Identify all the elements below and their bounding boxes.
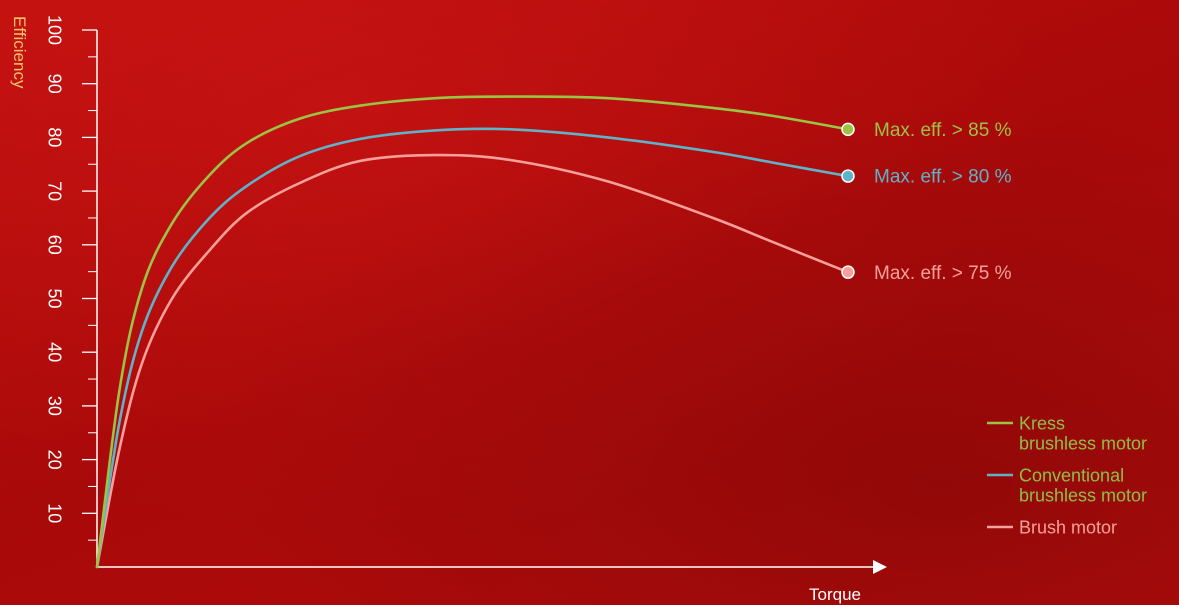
y-tick-labels-group: 100 90 80 70 60 50 40 30 20 10 xyxy=(45,15,65,523)
axes-group xyxy=(96,30,887,574)
y-tick-label: 10 xyxy=(45,503,65,523)
end-marker-conventional xyxy=(841,169,855,183)
end-markers-group: Max. eff. > 85 % Max. eff. > 80 % Max. eff… xyxy=(841,120,1012,284)
y-tick-label: 40 xyxy=(45,342,65,362)
y-tick-label: 20 xyxy=(45,450,65,470)
end-label-brush: Max. eff. > 75 % xyxy=(874,263,1012,284)
legend-label-conventional: Conventional xyxy=(1019,465,1124,485)
series-lines-group xyxy=(95,95,850,569)
end-marker-brush xyxy=(841,265,855,279)
legend-label-kress: Kress xyxy=(1019,413,1065,433)
y-ticks-group xyxy=(82,29,97,541)
series-line-conventional xyxy=(95,127,850,569)
series-line-kress xyxy=(95,95,850,569)
legend-label-brush: Brush motor xyxy=(1019,517,1117,537)
legend-label-kress: brushless motor xyxy=(1019,433,1147,453)
y-tick-label: 60 xyxy=(45,235,65,255)
y-tick-label: 80 xyxy=(45,127,65,147)
end-label-conventional: Max. eff. > 80 % xyxy=(874,167,1012,188)
x-axis-arrowhead xyxy=(873,560,887,574)
x-axis-title: Torque xyxy=(809,585,861,604)
end-marker-kress xyxy=(841,122,855,137)
y-tick-label: 50 xyxy=(45,288,65,308)
y-tick-label: 90 xyxy=(45,74,65,94)
y-tick-label: 70 xyxy=(45,181,65,201)
y-axis-title: Efficiency xyxy=(10,16,29,89)
end-label-kress: Max. eff. > 85 % xyxy=(874,120,1012,141)
y-tick-label: 30 xyxy=(45,396,65,416)
series-line-brush xyxy=(95,153,850,569)
legend-label-conventional: brushless motor xyxy=(1019,485,1147,505)
y-tick-label: 100 xyxy=(45,15,65,45)
